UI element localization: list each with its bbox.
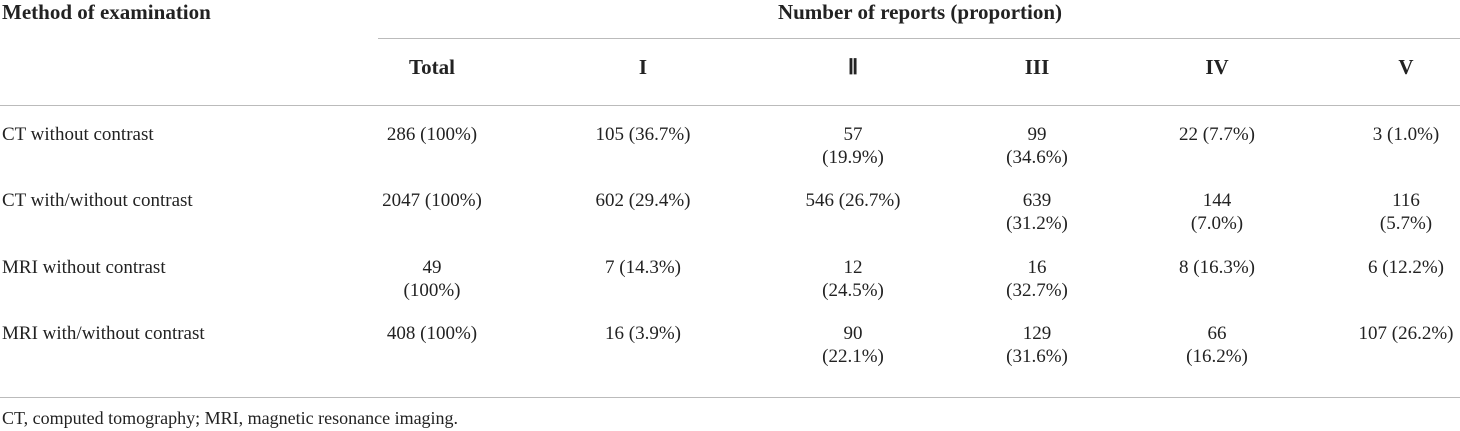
column-header: Ⅱ <box>847 55 859 79</box>
rule <box>0 105 1460 106</box>
column-header: I <box>638 55 648 79</box>
cell: 105 (36.7%) <box>595 124 691 145</box>
cell: 8 (16.3%) <box>1179 257 1255 278</box>
row-label: CT with/without contrast <box>2 190 193 211</box>
header-group: Number of reports (proportion) <box>777 0 1063 24</box>
cell: 22 (7.7%) <box>1179 124 1255 145</box>
cell: 107 (26.2%) <box>1358 323 1454 344</box>
cell: 12 (24.5%) <box>822 257 884 301</box>
cell: 99 (34.6%) <box>1006 124 1068 168</box>
rule <box>378 38 1460 39</box>
cell: 144 (7.0%) <box>1190 190 1244 234</box>
cell: 408 (100%) <box>386 323 478 344</box>
cell: 639 (31.2%) <box>1006 190 1068 234</box>
row-label: MRI without contrast <box>2 257 166 278</box>
header-method: Method of examination <box>2 0 211 24</box>
cell: 546 (26.7%) <box>805 190 901 211</box>
column-header: III <box>1024 55 1050 79</box>
cell: 602 (29.4%) <box>595 190 691 211</box>
cell: 286 (100%) <box>386 124 478 145</box>
column-header: IV <box>1205 55 1229 79</box>
cell: 7 (14.3%) <box>605 257 681 278</box>
cell: 2047 (100%) <box>382 190 482 211</box>
cell: 116 (5.7%) <box>1379 190 1433 234</box>
cell: 3 (1.0%) <box>1372 124 1440 145</box>
cell: 16 (3.9%) <box>605 323 681 344</box>
cell: 16 (32.7%) <box>1006 257 1068 301</box>
footnote: CT, computed tomography; MRI, magnetic r… <box>2 408 459 428</box>
column-header: V <box>1398 55 1414 79</box>
row-label: CT without contrast <box>2 124 154 145</box>
cell: 6 (12.2%) <box>1368 257 1444 278</box>
cell: 49 (100%) <box>403 257 461 301</box>
rule <box>0 397 1460 398</box>
cell: 57 (19.9%) <box>822 124 884 168</box>
cell: 66 (16.2%) <box>1186 323 1248 367</box>
cell: 129 (31.6%) <box>1006 323 1068 367</box>
row-label: MRI with/without contrast <box>2 323 205 344</box>
cell: 90 (22.1%) <box>822 323 884 367</box>
column-header: Total <box>409 55 455 79</box>
